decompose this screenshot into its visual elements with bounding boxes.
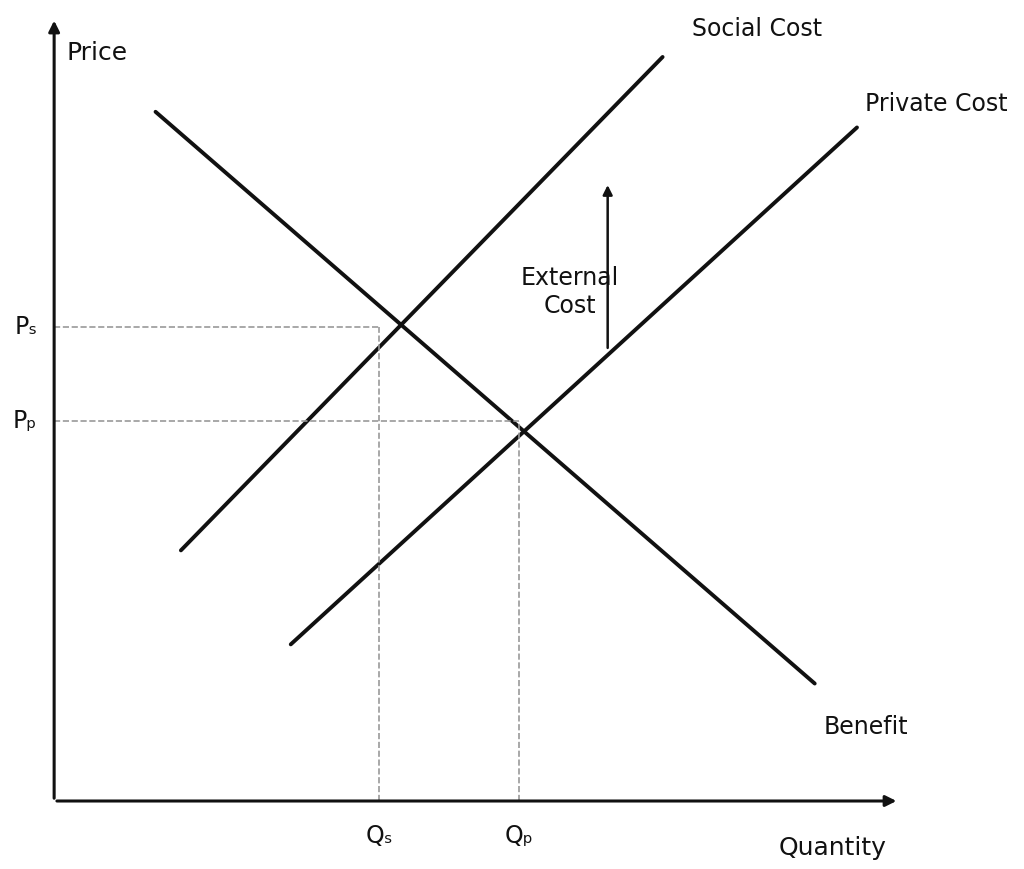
Text: Price: Price: [67, 42, 128, 65]
Text: External
Cost: External Cost: [520, 266, 618, 318]
Text: Social Cost: Social Cost: [692, 17, 822, 42]
Text: Qₛ: Qₛ: [366, 825, 393, 848]
Text: Pₚ: Pₚ: [13, 409, 37, 433]
Text: Pₛ: Pₛ: [14, 315, 37, 339]
Text: Qₚ: Qₚ: [505, 825, 534, 848]
Text: Quantity: Quantity: [778, 836, 887, 860]
Text: Private Cost: Private Cost: [865, 92, 1008, 116]
Text: Benefit: Benefit: [823, 715, 908, 739]
